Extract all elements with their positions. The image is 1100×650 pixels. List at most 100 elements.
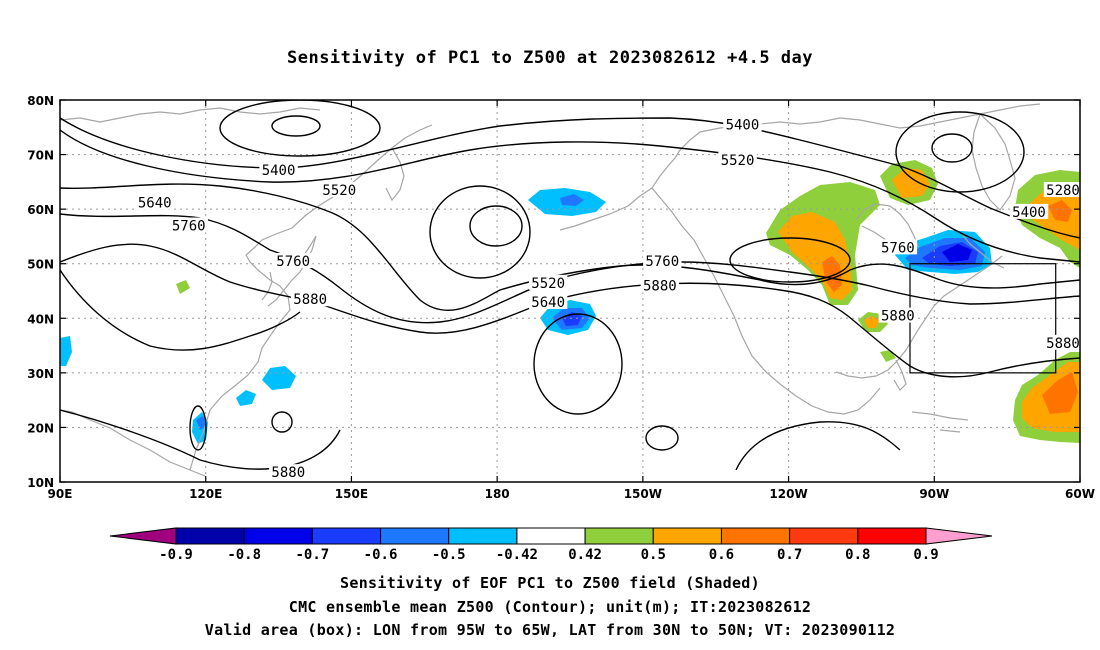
colorbar-label: -0.8 [227, 547, 261, 563]
contour-label-bg [320, 182, 359, 198]
lon-label-150W: 150W [624, 487, 662, 501]
z500-contours [60, 100, 1080, 471]
negative-region-west-edge [60, 336, 72, 366]
coastline-siberia [60, 107, 321, 123]
colorbar-box [448, 527, 518, 545]
contour-label-5760: 5760 [276, 254, 310, 270]
contour-label-5400: 5400 [262, 163, 296, 179]
lon-label-150E: 150E [335, 487, 368, 501]
contour-label-5520: 5520 [721, 153, 755, 169]
contour-label-5640: 5640 [531, 295, 565, 311]
colorbar-label: -0.7 [296, 547, 330, 563]
negative-region-aleutian-core [560, 194, 584, 206]
contour-label-bg [640, 277, 680, 293]
contour-label-bg [273, 252, 313, 268]
contour-label-5280: 5280 [1046, 183, 1080, 199]
chart-title: Sensitivity of PC1 to Z500 at 2023082612… [286, 48, 813, 68]
contour-label-5640: 5640 [138, 196, 172, 212]
colorbar-min-triangle [109, 527, 177, 545]
positive-region-great-lakes-core [864, 316, 880, 328]
coastline-greenland [971, 112, 1016, 211]
contour-low-baffin-outer [895, 111, 1025, 193]
lat-label-80N: 80N [27, 94, 54, 108]
contour-label-bg [1043, 182, 1083, 198]
coastline-kamchatka [385, 147, 405, 202]
contour-low-baffin [931, 133, 973, 163]
colorbar-label: -0.5 [432, 547, 466, 563]
negative-region-philippine-core [196, 416, 206, 430]
colorbar-box [584, 527, 654, 545]
colorbar-label: 0.5 [641, 547, 666, 563]
positive-region-subtropical-atlantic-inner [1042, 372, 1078, 414]
contour-label-bg [290, 291, 330, 307]
colorbar-label: 0.7 [777, 547, 802, 563]
contour-label-bg [135, 194, 174, 210]
contour-label-5880: 5880 [643, 279, 677, 295]
contour-high-epac [645, 425, 679, 451]
positive-region-hudson-core [892, 168, 930, 198]
coastline-east-asia [60, 124, 433, 477]
contour-labels: 5400540054005520552055205640564057605760… [135, 116, 1083, 481]
coastline-florida [893, 359, 907, 391]
contour-label-bg [718, 152, 757, 168]
colorbar-label: 0.9 [913, 547, 938, 563]
coastline-gulf [835, 255, 1003, 379]
contour-label-5400: 5400 [1012, 205, 1046, 221]
colorbar-box [380, 527, 450, 545]
colorbar-box [789, 527, 859, 545]
coastline-alaska [559, 131, 701, 231]
colorbar-label: 0.8 [845, 547, 870, 563]
caption-valid-area: Valid area (box): LON from 95W to 65W, L… [204, 621, 896, 639]
lat-label-10N: 10N [27, 476, 54, 490]
contour-high-wpac [271, 411, 293, 433]
contour-low-kamchatka-outer [219, 100, 381, 157]
colorbar-label: -0.6 [364, 547, 398, 563]
contour-label-5880: 5880 [881, 309, 915, 325]
colorbar-label: 0.42 [568, 547, 602, 563]
contour-low-bering-outer [429, 185, 531, 279]
lon-label-120E: 120E [189, 487, 222, 501]
contour-west-us [729, 237, 851, 283]
caption-shaded: Sensitivity of EOF PC1 to Z500 field (Sh… [340, 574, 760, 592]
colorbar-box [175, 527, 245, 545]
negative-region-west-pacific [262, 366, 296, 390]
contour-label-bg [528, 274, 568, 290]
colorbar-label: 0.6 [709, 547, 734, 563]
contour-label-bg [723, 116, 762, 132]
contour-5880-south [60, 409, 341, 470]
coastline-korea [261, 271, 273, 301]
colorbar-box [516, 527, 586, 545]
contour-label-bg [269, 464, 308, 480]
contour-5520-west [60, 129, 1080, 263]
contour-label-5880: 5880 [1046, 336, 1080, 352]
colorbar-box [720, 527, 791, 545]
gridlines [60, 100, 1080, 482]
lat-label-50N: 50N [27, 258, 54, 272]
positive-region-west-canada-inner [822, 256, 842, 292]
colorbar-max-triangle [925, 527, 993, 545]
contour-label-bg [1043, 334, 1083, 350]
positive-region-small-2 [880, 350, 896, 362]
contour-5400-pole-west [60, 117, 801, 169]
sensitivity-shading [60, 160, 1080, 444]
contour-high-pacific [533, 313, 623, 415]
colorbar-box [857, 527, 927, 545]
contour-low-bering [469, 205, 523, 247]
contour-label-bg [878, 239, 918, 255]
lat-label-70N: 70N [27, 149, 54, 163]
caption-contour: CMC ensemble mean Z500 (Contour); unit(m… [288, 598, 812, 616]
lat-label-40N: 40N [27, 312, 54, 326]
contour-5880-mexico [735, 421, 901, 471]
contour-label-5400: 5400 [726, 118, 760, 134]
lat-label-30N: 30N [27, 367, 54, 381]
lat-label-20N: 20N [27, 421, 54, 435]
colorbar-box [652, 527, 722, 545]
lon-label-180: 180 [485, 487, 510, 501]
positive-region-north-atlantic-inner [1048, 200, 1072, 222]
lon-label-90W: 90W [919, 487, 949, 501]
contour-5880 [60, 243, 1080, 378]
plot-frame [59, 99, 1081, 483]
contour-high-philippine [189, 405, 207, 451]
lon-label-120W: 120W [769, 487, 807, 501]
